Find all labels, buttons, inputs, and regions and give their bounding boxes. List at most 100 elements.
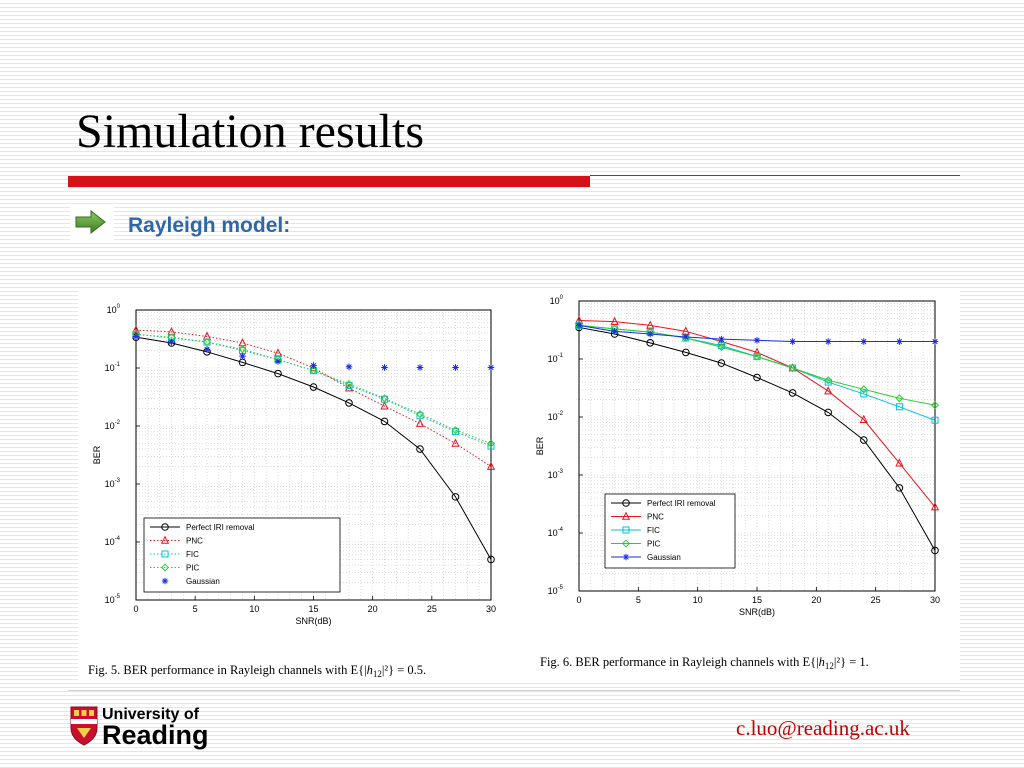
- data-point: [416, 412, 424, 420]
- data-point: [931, 338, 939, 345]
- data-point: [274, 358, 282, 365]
- legend-marker: [622, 499, 630, 507]
- legend-label: Gaussian: [647, 553, 681, 562]
- data-point: [788, 363, 797, 372]
- data-point: [344, 379, 354, 388]
- y-tick-label: 10-4: [548, 527, 564, 538]
- y-tick-label: 10-3: [548, 469, 564, 480]
- y-tick-exponent: -2: [115, 420, 121, 426]
- data-point: [895, 484, 904, 492]
- data-point: [345, 363, 353, 371]
- figures-svg: 0 5 10 15 20 25 3010010-110-210-310-410-5SNR(d…: [88, 295, 940, 679]
- data-point: [416, 445, 424, 453]
- data-point: [931, 546, 939, 555]
- caption-text: Fig. 5. BER performance in Rayleigh chan…: [88, 663, 367, 677]
- data-point: [895, 458, 904, 467]
- data-point: [380, 394, 389, 403]
- data-point: [752, 347, 762, 356]
- legend-label: FIC: [186, 550, 199, 559]
- x-tick-label: 15: [752, 595, 762, 605]
- x-tick-label: 15: [308, 604, 318, 614]
- x-axis-label: SNR(dB): [295, 616, 331, 626]
- legend-marker: [160, 563, 170, 572]
- data-point: [487, 364, 495, 371]
- data-point: [611, 328, 618, 335]
- data-point: [202, 338, 212, 347]
- legend-marker: [621, 539, 631, 548]
- data-point: [415, 418, 425, 427]
- data-point: [860, 436, 868, 444]
- y-tick-label: 10-4: [105, 536, 121, 547]
- legend: Perfect IRI removal PNC FIC PIC Gaussian: [143, 517, 341, 593]
- data-point: [380, 417, 389, 426]
- legend-marker: [622, 553, 630, 561]
- data-point: [860, 338, 868, 345]
- data-point: [860, 390, 868, 398]
- y-tick-exponent: -5: [115, 594, 121, 600]
- y-tick-exponent: -1: [115, 362, 121, 368]
- y-tick-exponent: -3: [115, 478, 121, 484]
- data-point: [416, 364, 424, 371]
- x-tick-label: 5: [636, 595, 641, 605]
- title-underline-rule: [590, 175, 960, 176]
- legend-marker: [161, 577, 169, 585]
- legend-label: PNC: [647, 513, 664, 522]
- title-underline-bar: [68, 176, 590, 187]
- data-point: [486, 439, 496, 448]
- data-point: [451, 438, 460, 447]
- legend-marker: [621, 511, 631, 520]
- data-point: [132, 333, 140, 340]
- y-tick-label: 10-5: [105, 594, 121, 605]
- x-tick-label: 30: [486, 604, 496, 614]
- data-point: [824, 378, 832, 386]
- caption-subscript: 12: [825, 661, 834, 671]
- y-tick-label: 10-1: [548, 353, 564, 364]
- caption-text: Fig. 6. BER performance in Rayleigh chan…: [540, 655, 819, 669]
- legend-label: Perfect IRI removal: [186, 523, 255, 532]
- data-point: [931, 416, 939, 424]
- data-point: [895, 394, 904, 403]
- data-point: [415, 410, 425, 419]
- data-point: [168, 338, 175, 346]
- data-point: [646, 330, 654, 338]
- data-point: [452, 428, 459, 436]
- data-point: [859, 385, 868, 394]
- data-point: [682, 333, 690, 341]
- y-tick-label: 10-2: [548, 411, 564, 422]
- slide-title: Simulation results: [76, 105, 424, 158]
- x-tick-label: 20: [368, 604, 378, 614]
- data-point: [789, 338, 796, 345]
- legend-marker: [161, 523, 169, 531]
- logo-line2: Reading: [102, 720, 209, 750]
- chart-2: 0 5 10 15 20 25 30 100 10-1 10-2 10-3 10-4 10-5 SNR(d…: [535, 295, 940, 671]
- data-point: [380, 401, 389, 410]
- data-point: [381, 364, 388, 371]
- data-point: [344, 383, 354, 392]
- data-point: [824, 408, 833, 417]
- legend-label: PIC: [647, 540, 661, 549]
- bullet-arrow-icon: [70, 206, 114, 240]
- contact-email: c.luo@reading.ac.uk: [736, 716, 910, 740]
- y-tick-exponent: -4: [115, 536, 121, 542]
- legend-marker: [160, 535, 170, 544]
- legend-label: Perfect IRI removal: [647, 499, 716, 508]
- y-tick-label: 100: [550, 295, 564, 306]
- data-point: [859, 414, 868, 423]
- data-point: [824, 338, 832, 345]
- y-axis-label: BER: [92, 445, 102, 464]
- caption-text-end: |²} = 1.: [834, 655, 869, 669]
- y-tick-exponent: -3: [558, 469, 564, 475]
- caption-text-end: |²} = 0.5.: [382, 663, 426, 677]
- caption-variable: h: [367, 663, 373, 677]
- data-point: [575, 322, 583, 329]
- data-point: [310, 362, 317, 369]
- data-point: [345, 381, 353, 389]
- series-line: [578, 326, 936, 551]
- data-point: [824, 386, 833, 395]
- data-point: [487, 442, 495, 450]
- x-tick-label: 5: [193, 604, 198, 614]
- legend-marker: [622, 526, 630, 534]
- series-line: [578, 320, 936, 508]
- data-point: [717, 359, 726, 367]
- data-point: [131, 325, 141, 334]
